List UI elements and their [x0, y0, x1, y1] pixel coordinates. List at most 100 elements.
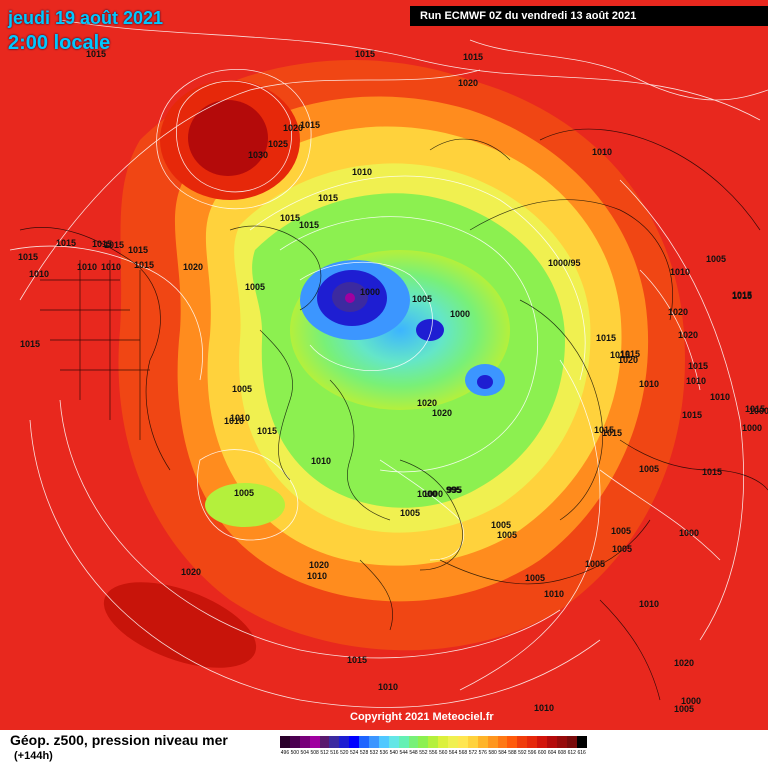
pressure-label: 1005 — [639, 464, 659, 474]
scale-label: 608 — [557, 750, 567, 756]
scale-cell: 504 — [299, 736, 310, 756]
pressure-label: 1010 — [639, 599, 659, 609]
scale-swatch — [369, 736, 379, 748]
pressure-label: 1000/95 — [548, 258, 581, 268]
pressure-label: 1015 — [702, 467, 722, 477]
low-center-mark — [345, 293, 355, 303]
scale-swatch — [289, 736, 300, 748]
scale-label: 504 — [300, 750, 309, 756]
pressure-label: 1010 — [592, 147, 612, 157]
scale-label: 544 — [399, 750, 408, 756]
pressure-label: 1015 — [318, 193, 338, 203]
pressure-label: 1015 — [620, 349, 640, 359]
scale-swatch — [349, 736, 360, 748]
pressure-label: 1015 — [280, 213, 300, 223]
pressure-label: 1010 — [29, 269, 49, 279]
pressure-label: 1020 — [678, 330, 698, 340]
pressure-label: 1010 — [686, 376, 706, 386]
scale-swatch — [497, 736, 508, 748]
low-secondary — [416, 319, 444, 341]
pressure-label: 1005 — [412, 294, 432, 304]
scale-cell: 524 — [349, 736, 360, 756]
green-lobe-sw — [205, 483, 285, 527]
pressure-label: 1005 — [491, 520, 511, 530]
scale-cell: 616 — [576, 736, 587, 756]
pressure-label: 1020 — [181, 567, 201, 577]
scale-cell: 572 — [467, 736, 478, 756]
scale-cell: 536 — [378, 736, 389, 756]
scale-cell: 592 — [517, 736, 528, 756]
pressure-label: 1000 — [742, 423, 762, 433]
scale-label: 572 — [468, 750, 478, 756]
pressure-label: 1005 — [245, 282, 265, 292]
high-atlantic — [103, 582, 257, 668]
pressure-label: 1015 — [688, 361, 708, 371]
scale-cell: 568 — [458, 736, 468, 756]
pressure-label: 1005 — [585, 559, 605, 569]
pressure-label: 1005 — [400, 508, 420, 518]
pressure-label: 1010 — [77, 262, 97, 272]
pressure-label: 1025 — [268, 139, 288, 149]
scale-cell: 532 — [369, 736, 379, 756]
scale-swatch — [378, 736, 389, 748]
run-info: Run ECMWF 0Z du vendredi 13 août 2021 — [410, 6, 768, 26]
pressure-label: 1030 — [248, 150, 268, 160]
scale-label: 604 — [547, 750, 557, 756]
scale-cell: 496 — [280, 736, 290, 756]
scale-cell: 608 — [556, 736, 567, 756]
scale-swatch — [467, 736, 478, 748]
high-pacific — [188, 100, 268, 176]
pressure-label: 1000 — [450, 309, 470, 319]
pressure-label: 1005 — [612, 544, 632, 554]
scale-label: 536 — [379, 750, 389, 756]
pressure-label: 1015 — [732, 291, 752, 301]
pressure-label: 1005 — [674, 704, 694, 714]
pressure-label: 1015 — [610, 350, 630, 360]
scale-label: 584 — [498, 750, 507, 756]
scale-label: 564 — [448, 750, 458, 756]
pressure-label: 1015 — [92, 239, 112, 249]
scale-cell: 548 — [408, 736, 419, 756]
scale-swatch — [408, 736, 419, 748]
pressure-label: 1005 — [525, 573, 545, 583]
pressure-label: 1015 — [596, 333, 616, 343]
scale-label: 576 — [478, 750, 487, 756]
scale-swatch — [398, 736, 409, 748]
low-east-core — [477, 375, 493, 389]
pressure-label: 1015 — [20, 339, 40, 349]
scale-swatch — [527, 736, 538, 748]
pressure-label: 1020 — [183, 262, 203, 272]
scale-swatch — [280, 736, 290, 748]
pressure-label: 1015 — [347, 655, 367, 665]
scale-cell: 600 — [537, 736, 548, 756]
pressure-label: 1020 — [458, 78, 478, 88]
pressure-label: 1010 — [670, 267, 690, 277]
pressure-label: 1020 — [283, 123, 303, 133]
color-scale: 496 500 504 508 512 516 520 524 528 532 536 540 544 5… — [280, 736, 587, 756]
scale-label: 600 — [537, 750, 547, 756]
pressure-label: 1020 — [309, 560, 329, 570]
scale-label: 516 — [330, 750, 339, 756]
pressure-label: 1000 — [681, 696, 701, 706]
scale-cell: 500 — [289, 736, 300, 756]
scale-cell: 576 — [477, 736, 488, 756]
scale-cell: 584 — [497, 736, 508, 756]
pressure-label: 1010 — [710, 392, 730, 402]
pressure-label: 1010 — [311, 456, 331, 466]
pressure-label: 1015 — [86, 49, 106, 59]
legend-footer: Géop. z500, pression niveau mer (+144h) … — [0, 730, 768, 768]
scale-label: 596 — [528, 750, 537, 756]
copyright: Copyright 2021 Meteociel.fr — [350, 711, 494, 723]
scale-cell: 512 — [319, 736, 330, 756]
scale-swatch — [566, 736, 577, 748]
scale-cell: 516 — [329, 736, 340, 756]
scale-swatch — [517, 736, 528, 748]
pressure-label: 1020 — [417, 398, 437, 408]
pressure-label: 1005 — [706, 254, 726, 264]
pressure-label: 995 — [446, 485, 461, 495]
scale-cell: 520 — [339, 736, 350, 756]
pressure-label: 1010 — [378, 682, 398, 692]
pressure-label: 1005 — [232, 384, 252, 394]
scale-cell: 612 — [566, 736, 577, 756]
scale-swatch — [418, 736, 429, 748]
